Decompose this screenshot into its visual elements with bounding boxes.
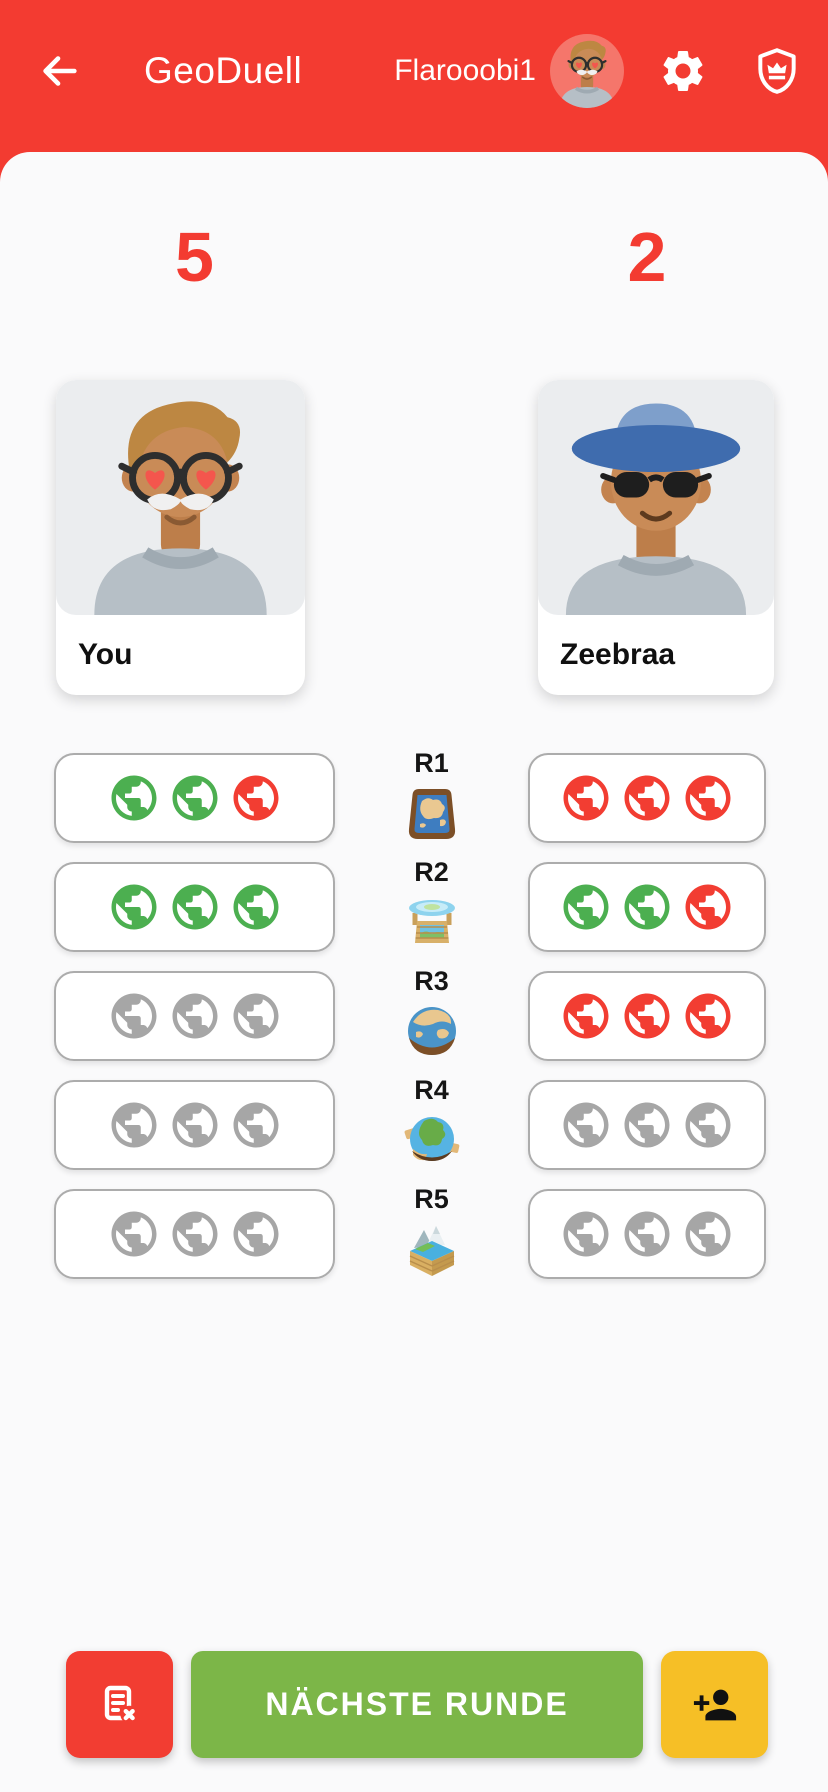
round-1-cell: R1 <box>335 748 528 846</box>
globe-wrong-icon <box>559 771 613 825</box>
globe-pending-icon <box>229 1098 283 1152</box>
globe-correct-icon <box>620 880 674 934</box>
globe-wrong-icon <box>620 989 674 1043</box>
round-5-cell: R5 <box>335 1184 528 1282</box>
globe-pending-icon <box>229 1207 283 1261</box>
globe-correct-icon <box>107 880 161 934</box>
round-2-label: R2 <box>414 857 449 887</box>
globe-pending-icon <box>107 1098 161 1152</box>
scoreboard: 5 2 <box>0 152 828 292</box>
left-result-row-r3 <box>54 971 335 1061</box>
round-5-label: R5 <box>414 1184 449 1214</box>
round-3-cell: R3 <box>335 966 528 1064</box>
flat-earth-crate-icon <box>400 891 464 955</box>
round-1-label: R1 <box>414 748 449 778</box>
player-card-opponent: Zeebraa <box>538 380 774 695</box>
right-result-row-r5 <box>528 1189 766 1279</box>
player-card-you: You <box>56 380 305 695</box>
left-player-score: 5 <box>175 218 214 296</box>
invite-player-button[interactable] <box>661 1651 768 1758</box>
rounds-grid: R1 R2 R3 R4 R5 <box>0 748 828 1282</box>
shield-crown-icon <box>758 48 796 94</box>
globe-correct-icon <box>107 771 161 825</box>
left-result-row-r4 <box>54 1080 335 1170</box>
globe-pending-icon <box>559 1207 613 1261</box>
globe-correct-icon <box>168 880 222 934</box>
round-2-cell: R2 <box>335 857 528 955</box>
footer-actions: NÄCHSTE RUNDE <box>0 1651 828 1758</box>
you-avatar-illustration <box>94 401 267 615</box>
globe-wrong-icon <box>681 880 735 934</box>
globe-correct-icon <box>559 880 613 934</box>
round-4-cell: R4 <box>335 1075 528 1173</box>
gear-icon <box>663 51 703 91</box>
premium-shield-button[interactable] <box>752 45 802 97</box>
quit-game-button[interactable] <box>66 1651 173 1758</box>
globe-correct-icon <box>168 771 222 825</box>
opponent-avatar-illustration <box>565 403 747 615</box>
globe-wrong-icon <box>681 771 735 825</box>
username-label: Flarooobi1 <box>394 54 536 87</box>
round-3-label: R3 <box>414 966 449 996</box>
globe-pending-icon <box>168 1207 222 1261</box>
page-title: GeoDuell <box>144 50 303 91</box>
globe-pending-icon <box>168 989 222 1043</box>
globe-wrong-icon <box>620 771 674 825</box>
round-4-label: R4 <box>414 1075 449 1105</box>
back-button[interactable] <box>36 48 82 94</box>
globe-pending-icon <box>229 989 283 1043</box>
left-result-row-r2 <box>54 862 335 952</box>
globe-wrong-icon <box>229 771 283 825</box>
person-add-icon <box>693 1689 736 1720</box>
left-result-row-r1 <box>54 753 335 843</box>
globe-wrong-icon <box>559 989 613 1043</box>
globe-pending-icon <box>107 989 161 1043</box>
match-sheet: 5 2 You Zeebraa R1 R2 R3 R4 R5 <box>0 152 828 1792</box>
globe-pending-icon <box>681 1098 735 1152</box>
globe-pending-icon <box>620 1098 674 1152</box>
globe-pending-icon <box>107 1207 161 1261</box>
header-avatar[interactable] <box>550 34 624 108</box>
list-remove-icon <box>104 1685 138 1723</box>
globe-pending-icon <box>681 1207 735 1261</box>
you-avatar-illustration <box>559 40 615 108</box>
player-name-opponent: Zeebraa <box>560 638 676 671</box>
score-spacer <box>335 222 528 292</box>
continent-globe-icon <box>400 1109 464 1173</box>
right-player-score: 2 <box>627 218 667 296</box>
settings-button[interactable] <box>658 46 708 96</box>
player-avatar-opponent <box>538 380 774 615</box>
right-result-row-r3 <box>528 971 766 1061</box>
left-result-row-r5 <box>54 1189 335 1279</box>
next-round-button[interactable]: NÄCHSTE RUNDE <box>191 1651 643 1758</box>
right-result-row-r2 <box>528 862 766 952</box>
app-header: GeoDuell Flarooobi1 <box>0 0 828 152</box>
player-avatar-you <box>56 380 305 615</box>
hemisphere-globe-icon <box>400 1000 464 1064</box>
player-cards: You Zeebraa <box>0 380 828 695</box>
player-name-you: You <box>78 638 133 671</box>
globe-pending-icon <box>620 1207 674 1261</box>
globe-pending-icon <box>168 1098 222 1152</box>
right-result-row-r4 <box>528 1080 766 1170</box>
right-result-row-r1 <box>528 753 766 843</box>
landscape-box-icon <box>400 1218 464 1282</box>
globe-pending-icon <box>559 1098 613 1152</box>
arrow-left-icon <box>43 56 77 86</box>
europe-map-tray-icon <box>400 782 464 846</box>
globe-wrong-icon <box>681 989 735 1043</box>
globe-correct-icon <box>229 880 283 934</box>
